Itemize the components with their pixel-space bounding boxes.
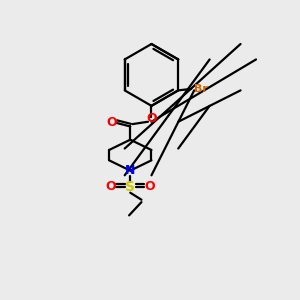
Text: O: O (146, 112, 157, 125)
Text: O: O (144, 180, 155, 193)
Text: S: S (125, 180, 135, 194)
Text: O: O (106, 180, 116, 193)
Text: O: O (107, 116, 117, 129)
Text: N: N (125, 164, 136, 177)
Text: Br: Br (194, 84, 208, 94)
